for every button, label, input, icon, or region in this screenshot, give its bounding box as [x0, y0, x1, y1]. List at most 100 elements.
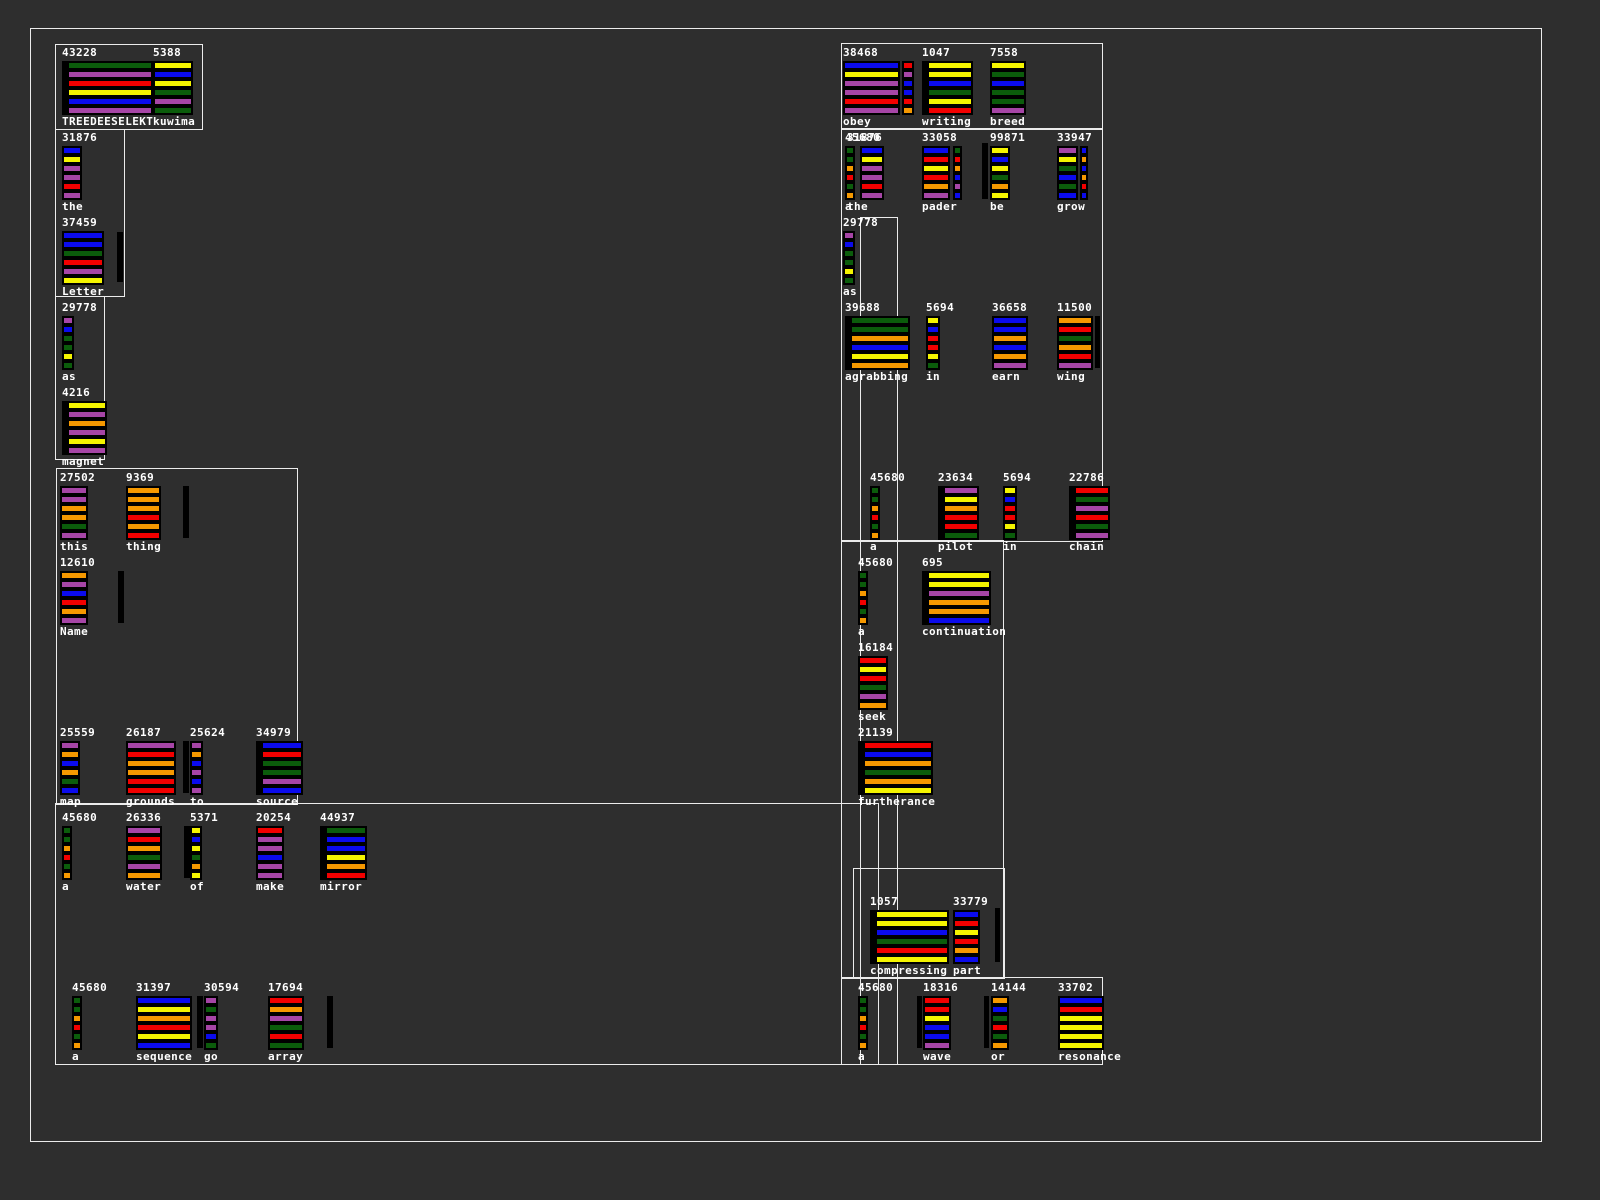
- yellow-bar: [325, 853, 367, 862]
- green-bar: [1074, 522, 1110, 531]
- green-bar: [858, 996, 868, 1005]
- green-bar: [1057, 182, 1078, 191]
- purple-bar: [60, 616, 88, 625]
- orange-bar: [1057, 343, 1093, 352]
- green-bar: [990, 97, 1026, 106]
- green-bar: [204, 1041, 218, 1050]
- group-label: TREEDEESELEKT: [62, 115, 154, 128]
- green-bar: [870, 495, 880, 504]
- red-bar: [926, 334, 940, 343]
- blue-bar: [153, 70, 193, 79]
- red-bar: [943, 522, 979, 531]
- group-number: 45680: [858, 981, 894, 994]
- bar-stack: [1058, 996, 1104, 1050]
- orange-bar: [60, 607, 88, 616]
- bar-stack: [953, 146, 962, 200]
- frame-box: [30, 28, 1542, 1142]
- green-bar: [953, 146, 962, 155]
- yellow-bar: [990, 146, 1010, 155]
- red-bar: [1074, 486, 1110, 495]
- red-bar: [268, 1032, 304, 1041]
- black-rule: [183, 741, 189, 793]
- purple-bar: [1057, 361, 1093, 370]
- green-bar: [60, 777, 80, 786]
- blue-bar: [62, 325, 74, 334]
- green-bar: [858, 571, 868, 580]
- yellow-bar: [62, 352, 74, 361]
- group-label: be: [990, 200, 1005, 213]
- red-bar: [923, 996, 951, 1005]
- blue-bar: [60, 589, 88, 598]
- green-bar: [991, 1014, 1009, 1023]
- group-number: 45680: [845, 131, 881, 144]
- group-number: 33947: [1057, 131, 1093, 144]
- yellow-bar: [875, 919, 949, 928]
- green-bar: [261, 759, 303, 768]
- green-bar: [72, 1032, 82, 1041]
- group-label: part: [953, 964, 982, 977]
- red-bar: [858, 1023, 868, 1032]
- bar-stack: [126, 826, 162, 880]
- green-bar: [990, 70, 1026, 79]
- yellow-bar: [926, 316, 940, 325]
- purple-bar: [860, 191, 884, 200]
- group-number: 4216: [62, 386, 91, 399]
- purple-bar: [67, 446, 107, 455]
- purple-bar: [860, 173, 884, 182]
- group-label: wing: [1057, 370, 1086, 383]
- orange-bar: [1080, 173, 1088, 182]
- purple-bar: [190, 786, 203, 795]
- group-number: 1047: [922, 46, 951, 59]
- red-bar: [863, 741, 933, 750]
- blue-bar: [1080, 146, 1088, 155]
- green-bar: [1057, 164, 1078, 173]
- purple-bar: [860, 164, 884, 173]
- purple-bar: [843, 231, 855, 240]
- orange-bar: [850, 334, 910, 343]
- yellow-bar: [875, 910, 949, 919]
- group-label: make: [256, 880, 285, 893]
- red-bar: [858, 674, 888, 683]
- yellow-bar: [153, 79, 193, 88]
- green-bar: [863, 768, 933, 777]
- bar-stack: [938, 486, 979, 540]
- bar-stack: [62, 316, 74, 370]
- red-bar: [902, 97, 914, 106]
- green-bar: [268, 1023, 304, 1032]
- purple-bar: [902, 70, 914, 79]
- green-bar: [325, 826, 367, 835]
- group-label: sequence: [136, 1050, 193, 1063]
- group-label: map: [60, 795, 82, 808]
- green-bar: [875, 937, 949, 946]
- group-number: 38468: [843, 46, 879, 59]
- group-number: 16184: [858, 641, 894, 654]
- orange-bar: [126, 504, 161, 513]
- bar-stack: [845, 316, 910, 370]
- green-bar: [858, 1005, 868, 1014]
- group-label: the: [847, 200, 869, 213]
- group-label: writing: [922, 115, 972, 128]
- red-bar: [845, 173, 855, 182]
- red-bar: [1057, 325, 1093, 334]
- orange-bar: [325, 862, 367, 871]
- bar-stack: [858, 996, 868, 1050]
- blue-bar: [190, 759, 203, 768]
- purple-bar: [126, 862, 162, 871]
- orange-bar: [72, 1041, 82, 1050]
- frame-box: [841, 43, 1103, 130]
- red-bar: [943, 513, 979, 522]
- blue-bar: [992, 325, 1028, 334]
- red-bar: [126, 786, 176, 795]
- group-number: 33058: [922, 131, 958, 144]
- red-bar: [325, 871, 367, 880]
- orange-bar: [990, 182, 1010, 191]
- purple-bar: [60, 580, 88, 589]
- bar-stack: [1057, 316, 1093, 370]
- green-bar: [72, 996, 82, 1005]
- yellow-bar: [926, 352, 940, 361]
- green-bar: [858, 683, 888, 692]
- bar-stack: [62, 231, 104, 285]
- yellow-bar: [927, 571, 991, 580]
- blue-bar: [261, 741, 303, 750]
- red-bar: [926, 343, 940, 352]
